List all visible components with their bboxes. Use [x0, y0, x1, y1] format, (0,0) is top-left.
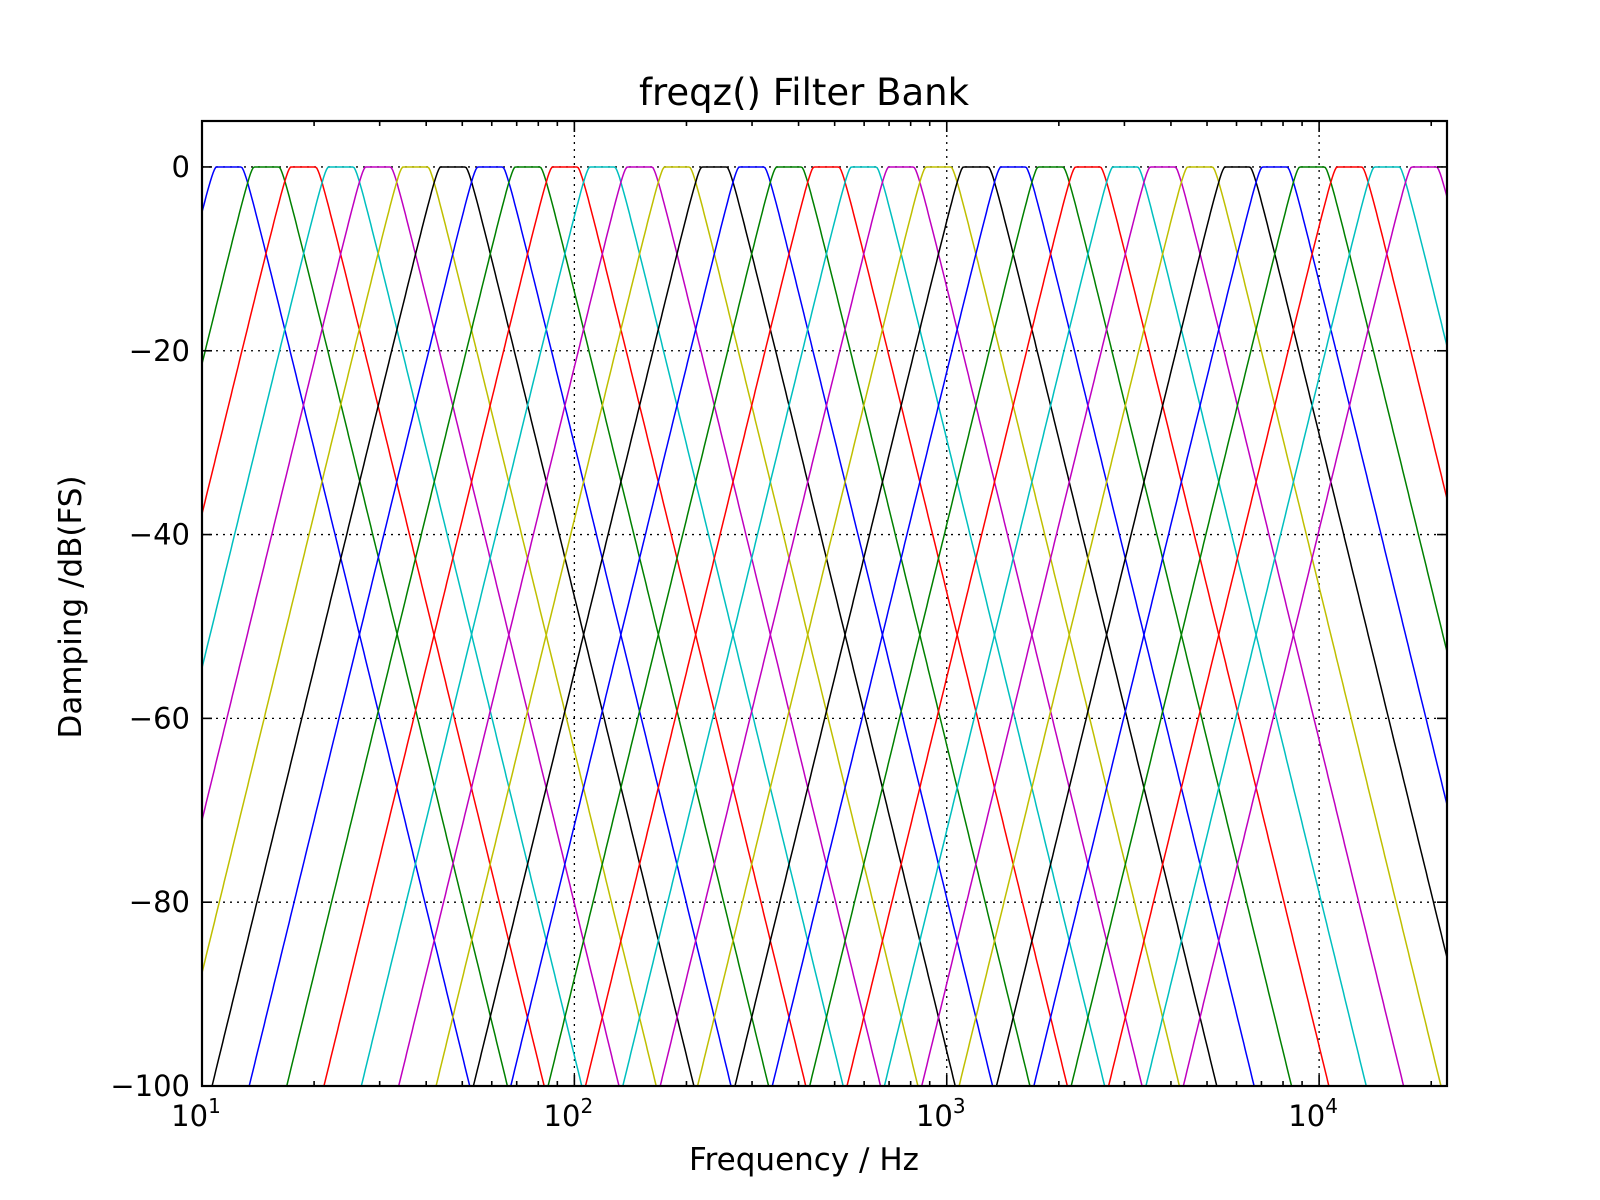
filter-response-line: [771, 166, 1255, 1086]
filter-response-line: [211, 166, 695, 1086]
y-tick-label: −80: [129, 885, 190, 919]
y-tick-label: −100: [110, 1069, 190, 1103]
filter-response-line: [202, 166, 657, 1086]
x-tick-label: 102: [544, 1094, 594, 1133]
filter-response-line: [846, 166, 1330, 1086]
x-tick-label-base: 10: [171, 1099, 208, 1133]
x-axis-label: Frequency / Hz: [689, 1142, 919, 1178]
chart-title: freqz() Filter Bank: [639, 71, 970, 114]
x-tick-label-exponent: 4: [1325, 1094, 1338, 1118]
x-tick-label-base: 10: [1288, 1099, 1325, 1133]
filter-response-line: [1070, 166, 1447, 1086]
y-tick-label: −40: [129, 518, 190, 552]
filter-response-line: [958, 166, 1442, 1086]
filter-response-line: [622, 166, 1106, 1086]
x-tick-label: 101: [171, 1094, 221, 1133]
filter-response-line: [1182, 166, 1447, 1086]
filter-response-line: [920, 166, 1405, 1086]
filter-response-line: [1145, 166, 1447, 1086]
y-tick-label: 0: [172, 150, 190, 184]
filter-response-line: [995, 166, 1447, 1086]
filter-response-line: [202, 166, 471, 1086]
filter-response-line: [323, 166, 807, 1086]
filter-response-line: [248, 166, 732, 1086]
filter-response-line: [285, 166, 770, 1086]
x-tick-label-base: 10: [544, 1099, 581, 1133]
filter-response-line: [1107, 166, 1447, 1086]
filter-response-line: [397, 166, 882, 1086]
filter-response-line: [509, 166, 994, 1086]
filter-response-line: [696, 166, 1181, 1086]
filter-response-line: [734, 166, 1218, 1086]
filter-response-line: [1033, 166, 1447, 1086]
grid: [202, 121, 1447, 1086]
filter-response-line: [808, 166, 1293, 1086]
filter-response-line: [883, 166, 1368, 1086]
y-tick-label: −20: [129, 334, 190, 368]
x-tick-label-exponent: 3: [953, 1094, 966, 1118]
filter-response-line: [584, 166, 1069, 1086]
plot-frame: [200, 119, 1449, 1088]
series-group: [202, 166, 1447, 1086]
filter-response-line: [472, 166, 956, 1086]
filter-response-line: [202, 166, 545, 1086]
filter-response-line: [435, 166, 919, 1086]
y-axis-label: Damping /dB(FS): [53, 475, 89, 738]
filter-response-line: [659, 166, 1143, 1086]
y-tick-label: −60: [129, 701, 190, 735]
x-tick-label: 104: [1288, 1094, 1338, 1133]
x-tick-label-exponent: 2: [580, 1094, 593, 1118]
x-tick-label-exponent: 1: [208, 1094, 221, 1118]
filter-response-line: [202, 166, 620, 1086]
filter-response-line: [202, 166, 583, 1086]
x-tick-label: 103: [916, 1094, 966, 1133]
filter-response-line: [202, 166, 509, 1086]
x-tick-label-base: 10: [916, 1099, 953, 1133]
filter-response-line: [547, 166, 1031, 1086]
filter-response-line: [360, 166, 844, 1086]
